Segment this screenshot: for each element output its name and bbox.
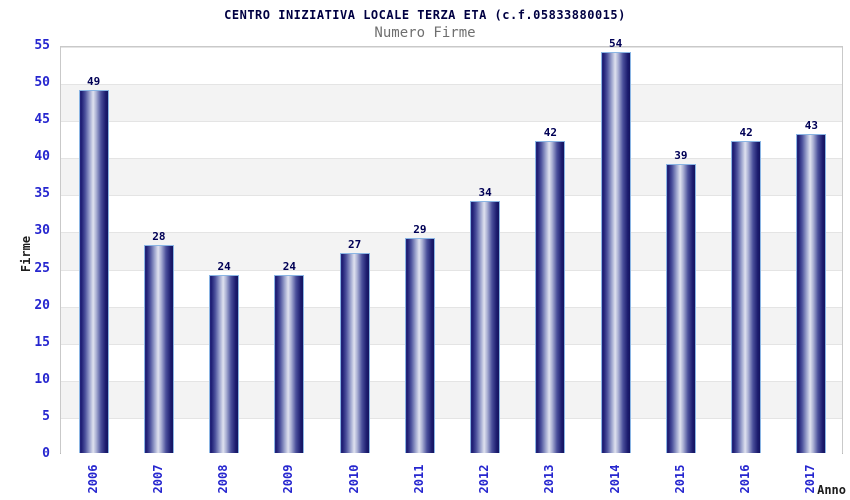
grid-band: [61, 195, 842, 233]
grid-band: [61, 380, 842, 418]
grid-band: [61, 158, 842, 196]
y-tick-label: 25: [34, 260, 50, 276]
bar: [143, 245, 174, 453]
bar: [339, 252, 370, 453]
bar: [731, 141, 762, 453]
x-tick-label: 2009: [281, 464, 296, 494]
y-tick-label: 0: [42, 446, 50, 461]
grid-band: [61, 306, 842, 344]
bar-value-label: 42: [739, 126, 753, 140]
y-tick-label: 15: [34, 334, 50, 350]
bar-value-label: 27: [348, 237, 362, 251]
bar: [78, 89, 109, 453]
bar-value-label: 42: [543, 126, 557, 140]
bar-value-label: 54: [609, 37, 623, 51]
grid-band: [61, 269, 842, 307]
y-tick-label: 40: [34, 149, 50, 165]
y-tick-label: 5: [42, 408, 50, 424]
y-tick-label: 20: [34, 297, 50, 313]
grid-bands-layer: [61, 47, 842, 455]
bar-value-label: 34: [478, 185, 492, 199]
grid-band: [61, 417, 842, 455]
grid-band: [61, 121, 842, 159]
bar: [470, 200, 501, 453]
bar-value-label: 24: [282, 259, 296, 273]
x-tick-label: 2014: [607, 464, 622, 494]
y-tick-label: 50: [34, 75, 50, 91]
bar: [209, 274, 240, 453]
bar: [535, 141, 566, 453]
y-tick-label: 45: [34, 112, 50, 128]
bar-value-label: 39: [674, 148, 688, 162]
x-tick-label: 2010: [346, 464, 361, 494]
x-tick-label: 2013: [542, 464, 557, 494]
x-tick-label: 2011: [411, 464, 426, 494]
y-tick-label: 35: [34, 186, 50, 202]
x-tick-label: 2007: [150, 464, 165, 494]
x-tick-label: 2008: [216, 464, 231, 494]
bar-value-label: 28: [152, 230, 166, 244]
grid-band: [61, 343, 842, 381]
x-tick-label: 2016: [738, 464, 753, 494]
grid-band: [61, 47, 842, 85]
grid-band: [61, 232, 842, 270]
bar-value-label: 43: [804, 119, 818, 133]
bar-value-label: 49: [87, 74, 101, 88]
bar: [796, 134, 827, 453]
x-tick-label: 2006: [85, 464, 100, 494]
x-tick-label: 2015: [672, 464, 687, 494]
bar: [274, 274, 305, 453]
chart-subtitle: Numero Firme: [374, 25, 476, 41]
y-tick-label: 10: [34, 371, 50, 387]
bar: [665, 163, 696, 453]
plot-area: 49 28 24 24 27 29 34 42 54 39 42 43: [60, 37, 843, 455]
y-tick-label: 30: [34, 223, 50, 239]
x-tick-label: 2017: [803, 464, 818, 494]
bars-layer: 49 28 24 24 27 29 34 42 54 39 42 43: [61, 37, 842, 453]
y-tick-label: 55: [34, 38, 50, 53]
chart-title: CENTRO INIZIATIVA LOCALE TERZA ETA (c.f.…: [224, 8, 626, 22]
bar-value-label: 29: [413, 222, 427, 236]
grid-band: [61, 84, 842, 122]
x-tick-label: 2012: [477, 464, 492, 494]
bar-value-label: 24: [217, 259, 231, 273]
x-axis-title: Anno: [817, 483, 846, 497]
bar: [600, 52, 631, 453]
bar: [404, 237, 435, 453]
